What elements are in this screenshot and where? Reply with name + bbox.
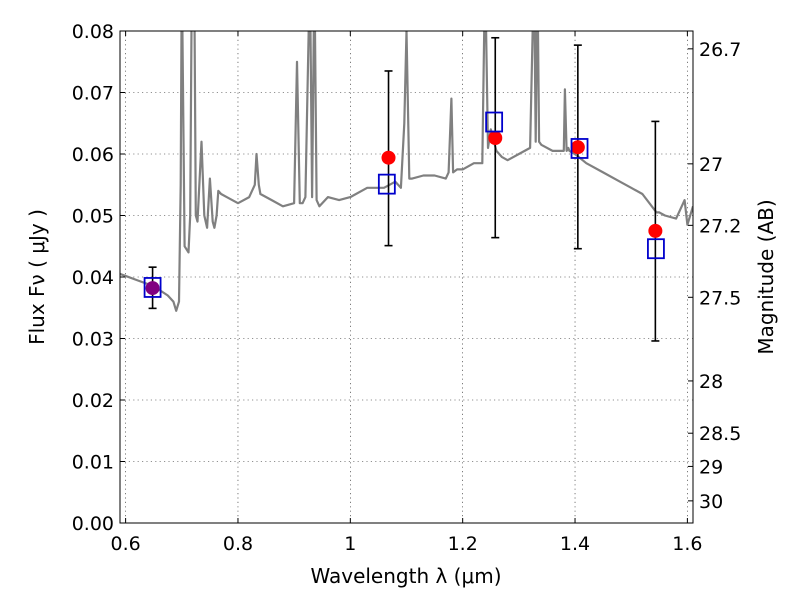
spectrum-line — [120, 31, 693, 312]
right-tick-label: 27.2 — [699, 215, 741, 237]
right-tick-label: 27.5 — [699, 287, 741, 309]
y-tick-label: 0.05 — [72, 206, 114, 228]
plot-area — [120, 31, 693, 342]
model-square — [377, 173, 396, 195]
x-tick-label: 0.8 — [223, 533, 253, 555]
y-tick-label: 0.00 — [72, 513, 114, 535]
model-square — [570, 138, 589, 159]
right-tick-label: 30 — [699, 491, 723, 513]
y-axis-label: Flux Fν ( μJy ) — [25, 209, 49, 345]
y-tick-label: 0.07 — [72, 83, 114, 105]
observed-point — [145, 281, 160, 296]
x-tick-label: 1.6 — [672, 533, 702, 555]
y-tick-label: 0.04 — [72, 267, 114, 289]
model-square — [143, 277, 162, 298]
grid — [120, 30, 693, 524]
y-tick-label: 0.03 — [72, 329, 114, 351]
model-square — [647, 238, 665, 260]
right-tick-label: 27 — [699, 154, 723, 176]
observed-point — [381, 150, 396, 165]
y-tick-label: 0.02 — [72, 390, 114, 412]
x-tick-label: 0.6 — [111, 533, 141, 555]
x-axis-label: Wavelength λ (μm) — [310, 564, 501, 588]
right-tick-label: 28.5 — [699, 423, 741, 445]
observed-point — [570, 140, 585, 155]
axis-ticks: 0.6 0.8 1 1.2 1.4 1.6 0.00 0.01 0.02 0.03 0.04 0.05… — [72, 21, 742, 555]
right-tick-label: 28 — [699, 371, 723, 393]
x-tick-label: 1 — [344, 533, 356, 555]
right-axis-label: Magnitude (AB) — [754, 199, 778, 354]
right-tick-label: 29 — [699, 456, 723, 478]
right-tick-label: 26.7 — [699, 39, 741, 61]
y-tick-label: 0.01 — [72, 452, 114, 474]
model-square — [485, 111, 504, 133]
x-tick-label: 1.2 — [448, 533, 478, 555]
observed-point — [488, 131, 503, 146]
y-tick-label: 0.06 — [72, 144, 114, 166]
y-tick-label: 0.08 — [72, 21, 114, 43]
x-tick-label: 1.4 — [560, 533, 590, 555]
observed-point — [648, 223, 663, 238]
